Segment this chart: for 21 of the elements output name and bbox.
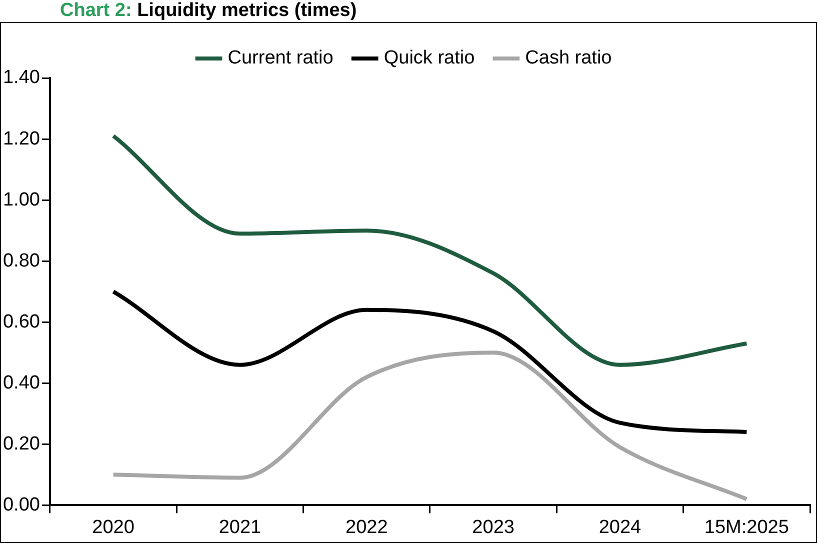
y-tick-label: 0.40 — [2, 372, 40, 394]
legend-label: Cash ratio — [525, 48, 612, 69]
x-tick-label: 2020 — [92, 516, 134, 538]
chart-title: Chart 2: Liquidity metrics (times) — [60, 0, 357, 21]
y-tick-label: 0.60 — [2, 311, 40, 332]
x-tick-label: 15M:2025 — [704, 516, 789, 538]
line-series — [111, 290, 749, 434]
y-tick-label: 1.40 — [2, 67, 40, 88]
y-tick-label: 0.00 — [2, 494, 40, 516]
y-tick-label: 0.80 — [2, 250, 40, 272]
x-tick-label: 2023 — [472, 516, 514, 538]
line-series — [111, 134, 749, 367]
y-tick-label: 1.00 — [2, 189, 40, 210]
x-tick-label: 2021 — [218, 516, 262, 538]
x-tick-label: 2024 — [598, 516, 642, 538]
y-tick-label: 0.20 — [2, 433, 40, 454]
legend-label: Current ratio — [228, 48, 334, 69]
y-tick-label: 1.20 — [2, 128, 40, 150]
legend-label: Quick ratio — [384, 48, 475, 69]
line-series — [111, 350, 749, 502]
x-tick-label: 2022 — [346, 516, 388, 538]
